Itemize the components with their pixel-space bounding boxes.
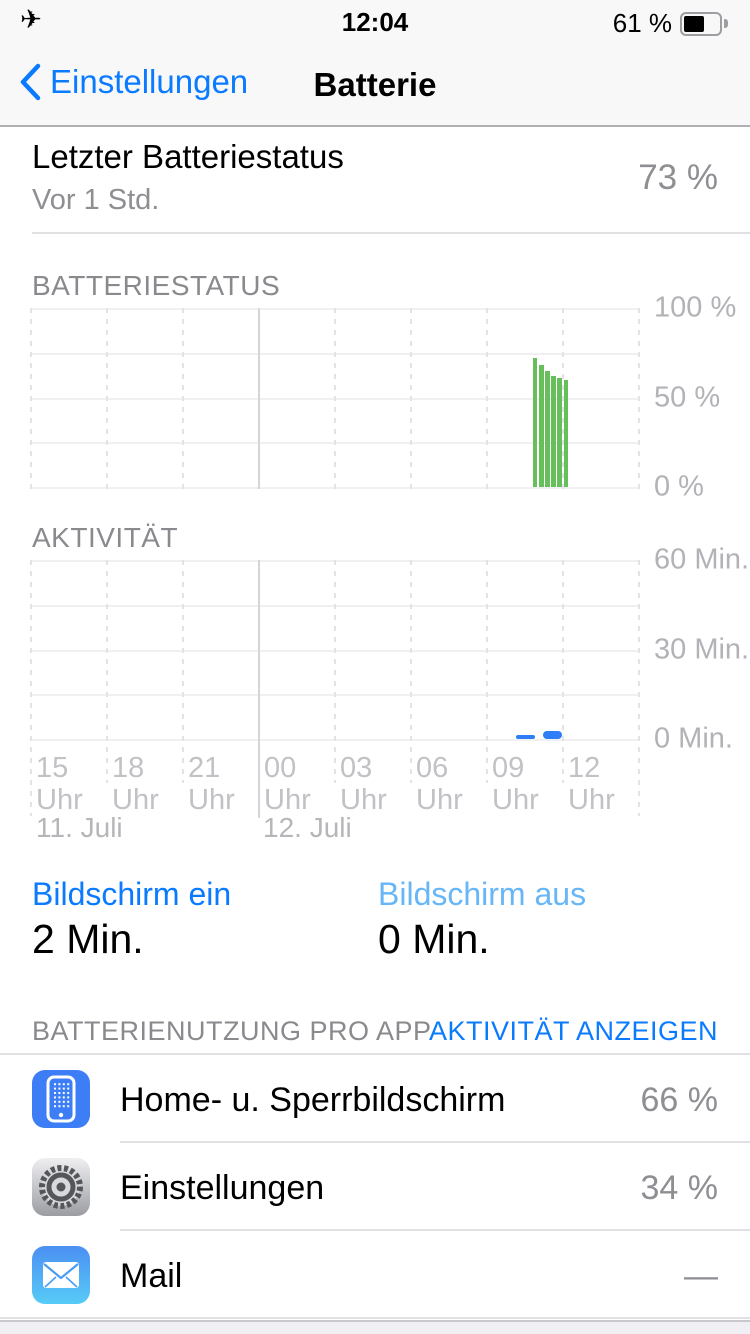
status-battery: 61 % xyxy=(613,8,728,39)
activity-bar xyxy=(543,731,562,739)
grid-vline xyxy=(410,560,412,783)
charts-area: 100 % 50 % 0 % 60 Min. 30 Min. 0 Min. 15 Uhr 18 U… xyxy=(30,291,750,843)
grid-vline-midnight xyxy=(258,308,260,489)
battery-chart-title: BATTERIESTATUS xyxy=(32,270,281,301)
grid-vline xyxy=(30,560,32,816)
battery-level-bar xyxy=(539,365,544,487)
y-axis-label: 100 % xyxy=(654,291,737,324)
battery-level-bar xyxy=(563,379,569,487)
grid-vline xyxy=(106,560,108,783)
show-activity-link[interactable]: AKTIVITÄT ANZEIGEN xyxy=(428,1016,718,1046)
app-usage-row[interactable]: Home- u. Sperrbildschirm 66 % xyxy=(0,1055,750,1143)
last-status-title: Letzter Batteriestatus xyxy=(32,138,344,175)
back-button[interactable]: Einstellungen xyxy=(18,62,248,102)
row-divider xyxy=(120,1141,750,1143)
next-section-background xyxy=(0,1320,750,1334)
page-title: Batterie xyxy=(313,66,437,103)
y-axis-label: 30 Min. xyxy=(654,633,750,665)
grid-vline-midnight xyxy=(258,560,260,818)
airplane-mode-icon: ✈ xyxy=(20,4,42,34)
screen-off-label: Bildschirm aus xyxy=(378,876,587,912)
date-label: 12. Juli xyxy=(263,812,352,843)
x-axis-label: 12 Uhr xyxy=(568,752,615,816)
x-axis-label: 00 Uhr xyxy=(264,752,311,816)
app-usage-value: — xyxy=(684,1257,718,1295)
grid-vline xyxy=(486,308,488,489)
x-axis-label: 09 Uhr xyxy=(492,752,539,816)
grid-vline xyxy=(486,560,488,783)
y-axis-label: 60 Min. xyxy=(654,543,750,576)
app-usage-row[interactable]: Mail — xyxy=(0,1231,750,1319)
activity-chart-title: AKTIVITÄT xyxy=(32,522,179,553)
home-lock-screen-icon xyxy=(32,1070,90,1128)
header: ✈ 12:04 61 % Einstellungen Batterie xyxy=(0,0,750,127)
battery-level-bar xyxy=(545,370,550,487)
grid-vline xyxy=(562,308,564,489)
settings-gear-icon xyxy=(32,1158,90,1216)
app-name: Einstellungen xyxy=(120,1169,325,1207)
grid-vline xyxy=(334,308,336,489)
status-battery-percent: 61 % xyxy=(612,8,672,38)
x-axis-label: 06 Uhr xyxy=(416,752,463,816)
last-status-value: 73 % xyxy=(638,158,718,197)
app-usage-value: 34 % xyxy=(640,1169,719,1207)
grid-vline xyxy=(334,560,336,783)
date-label: 11. Juli xyxy=(36,812,123,843)
app-name: Mail xyxy=(120,1257,183,1295)
app-usage-list: Home- u. Sperrbildschirm 66 % Einstellunge… xyxy=(0,1055,750,1319)
x-axis-label: 18 Uhr xyxy=(112,752,159,816)
grid-vline xyxy=(182,308,184,489)
grid-vline xyxy=(30,308,32,489)
row-divider xyxy=(120,1229,750,1231)
y-axis-label: 50 % xyxy=(654,381,721,413)
last-status-subtitle: Vor 1 Std. xyxy=(32,184,160,216)
screen-on-value: 2 Min. xyxy=(32,916,144,962)
chevron-left-icon xyxy=(20,63,41,101)
grid-vline xyxy=(638,308,640,489)
usage-section-header: BATTERIENUTZUNG PRO APP xyxy=(32,1016,432,1046)
grid-vline xyxy=(182,560,184,783)
battery-level-bar xyxy=(557,377,563,487)
y-axis-label: 0 Min. xyxy=(654,722,733,755)
x-axis-label: 03 Uhr xyxy=(340,752,387,816)
back-button-label: Einstellungen xyxy=(50,63,249,100)
divider xyxy=(32,232,750,234)
grid-vline xyxy=(106,308,108,489)
status-time: 12:04 xyxy=(341,7,409,37)
grid-vline xyxy=(638,560,640,816)
divider xyxy=(0,1053,750,1055)
activity-bar xyxy=(516,735,536,739)
x-axis-label: 21 Uhr xyxy=(188,752,235,816)
row-divider xyxy=(0,1317,750,1319)
mail-icon xyxy=(32,1246,90,1304)
battery-level-bar xyxy=(532,358,538,487)
app-name: Home- u. Sperrbildschirm xyxy=(120,1081,506,1119)
app-usage-value: 66 % xyxy=(640,1081,719,1119)
y-axis-label: 0 % xyxy=(654,470,704,503)
grid-vline xyxy=(562,560,564,783)
battery-icon xyxy=(680,11,722,36)
grid-vline xyxy=(410,308,412,489)
battery-level-bar xyxy=(551,376,556,487)
screen-on-label: Bildschirm ein xyxy=(32,876,232,912)
screen-off-value: 0 Min. xyxy=(378,916,490,962)
battery-icon-nub xyxy=(724,19,728,28)
app-usage-row[interactable]: Einstellungen 34 % xyxy=(0,1143,750,1231)
x-axis-label: 15 Uhr xyxy=(36,752,83,816)
